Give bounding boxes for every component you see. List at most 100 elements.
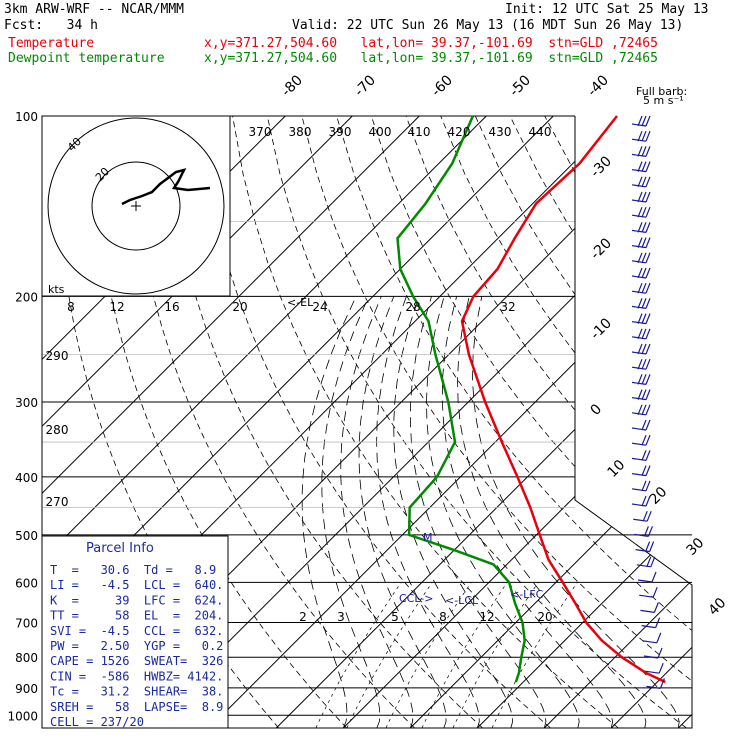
dewpoint-legend: Dewpoint temperature (8, 51, 165, 66)
isotherm-line (42, 116, 487, 728)
wind-barb (631, 427, 647, 431)
mixing-ratio-label: 8 (439, 610, 447, 624)
theta-label: 420 (448, 125, 471, 139)
temperature-line (460, 115, 666, 684)
wind-barb-flag (641, 252, 647, 264)
dry-adiabat-line (405, 116, 692, 728)
pressure-label: 900 (15, 682, 38, 696)
wind-barb-flag (645, 328, 651, 340)
wind-barb-flag (645, 389, 651, 400)
isotherm-line (42, 116, 353, 728)
mixing-ratio-line (452, 582, 539, 728)
wind-barb-flag (645, 206, 651, 218)
mixing-ratio-label: 5 (391, 610, 399, 624)
wind-barb (631, 488, 647, 492)
mixing-ratio-label: 16 (164, 300, 179, 314)
moist-adiabat-line (340, 296, 414, 728)
mixing-ratio-label: 20 (537, 610, 552, 624)
wind-barb (640, 609, 655, 613)
wind-barb (631, 442, 647, 446)
wind-barb-flag (641, 404, 647, 416)
parcel-info-row: TT = 58 EL = 204. (50, 609, 223, 623)
melting-level-marker: M (423, 531, 433, 544)
mixing-ratio-label: 12 (109, 300, 124, 314)
parcel-info-row: SVI = -4.5 CCL = 632. (50, 624, 223, 638)
moist-adiabat-line (358, 296, 447, 728)
wind-barb-flag (637, 374, 643, 385)
isotherm-line (476, 116, 692, 728)
dry-adiabat-line (718, 116, 740, 728)
mixing-ratio-label: 20 (232, 300, 247, 314)
init-time: Init: 12 UTC Sat 25 May 13 (505, 2, 709, 17)
wind-barb-flag (645, 480, 651, 492)
wind-barb-flag (641, 176, 647, 188)
mixing-ratio-label: 3 (337, 610, 345, 624)
theta-label: 430 (489, 125, 512, 139)
dry-adiabat-line (162, 116, 483, 728)
wind-barb-flag (645, 252, 651, 264)
moist-adiabat-line (301, 296, 357, 728)
wind-barb-flag (637, 130, 643, 142)
wind-barb-flag (637, 146, 643, 157)
mixing-ratio-line (491, 582, 578, 728)
wind-barb-flag (645, 146, 651, 157)
wind-barb-flag (637, 313, 643, 324)
el-marker: <-EL (287, 296, 314, 309)
dry-adiabat-line (648, 116, 692, 728)
wind-barb-flag (641, 222, 647, 233)
moist-adiabat-line (441, 296, 614, 728)
dry-adiabat-line (370, 116, 692, 728)
wind-barb-flag (645, 222, 651, 233)
valid-time: Valid: 22 UTC Sun 26 May 13 (16 MDT Sun … (292, 18, 684, 33)
wind-barb (633, 518, 648, 522)
wind-barb-flag (637, 328, 643, 340)
parcel-info-row: K = 39 LFC = 624. (50, 593, 223, 607)
wind-barb (643, 655, 659, 659)
wind-barb-flag (655, 617, 661, 628)
mixing-ratio-label: 32 (500, 300, 515, 314)
wind-barb-flag (641, 237, 647, 248)
wind-barb-flag (641, 191, 647, 203)
wind-barb-flag (641, 465, 647, 476)
temperature-axis-label: -10 (588, 315, 615, 342)
wind-barb (641, 625, 656, 629)
pressure-label: 400 (15, 471, 38, 485)
dry-adiabat-line (232, 116, 619, 728)
wind-barb-flag (641, 480, 647, 492)
parcel-info-row: Tc = 31.2 SHEAR= 38. (50, 685, 223, 699)
isotherm-line (342, 116, 692, 728)
wind-barb (646, 685, 661, 689)
wind-barb-flag (637, 237, 643, 248)
wind-barb-flag (637, 343, 643, 355)
theta-label: 410 (408, 125, 431, 139)
wind-barb-flag (637, 176, 643, 188)
wind-barb-flag (643, 526, 649, 537)
wind-barb-flag (637, 161, 643, 172)
mixing-ratio-line (315, 582, 402, 728)
wind-barb-flag (641, 389, 647, 400)
moist-adiabat-line (409, 296, 547, 728)
wind-barb-flag (637, 404, 643, 416)
wind-barb-flag (641, 115, 647, 127)
temperature-axis-label: -50 (507, 72, 534, 99)
wind-barb-flag (645, 343, 651, 355)
wind-barb-flag (641, 282, 647, 294)
theta-label: 440 (529, 125, 552, 139)
dry-adiabat-line (197, 116, 551, 728)
dry-adiabat-line (613, 116, 692, 728)
mixing-ratio-label: 28 (405, 300, 420, 314)
wind-barbs: Full barb:5 m s⁻¹ (631, 85, 687, 689)
moist-adiabat-line (376, 296, 480, 728)
pressure-label: 600 (15, 576, 38, 590)
wind-barb-flag (645, 450, 651, 461)
dry-adiabat-line (301, 116, 692, 728)
wind-barb-flag (645, 161, 651, 172)
wind-barb-flag (645, 115, 651, 127)
dry-adiabat-line (440, 116, 692, 728)
mixing-ratio-line (346, 582, 433, 728)
sounding-profiles (396, 115, 666, 684)
parcel-info-row: PW = 2.50 YGP = 0.2 (50, 639, 223, 653)
wind-barb-flag (637, 267, 643, 279)
wind-barb-flag (641, 374, 647, 385)
